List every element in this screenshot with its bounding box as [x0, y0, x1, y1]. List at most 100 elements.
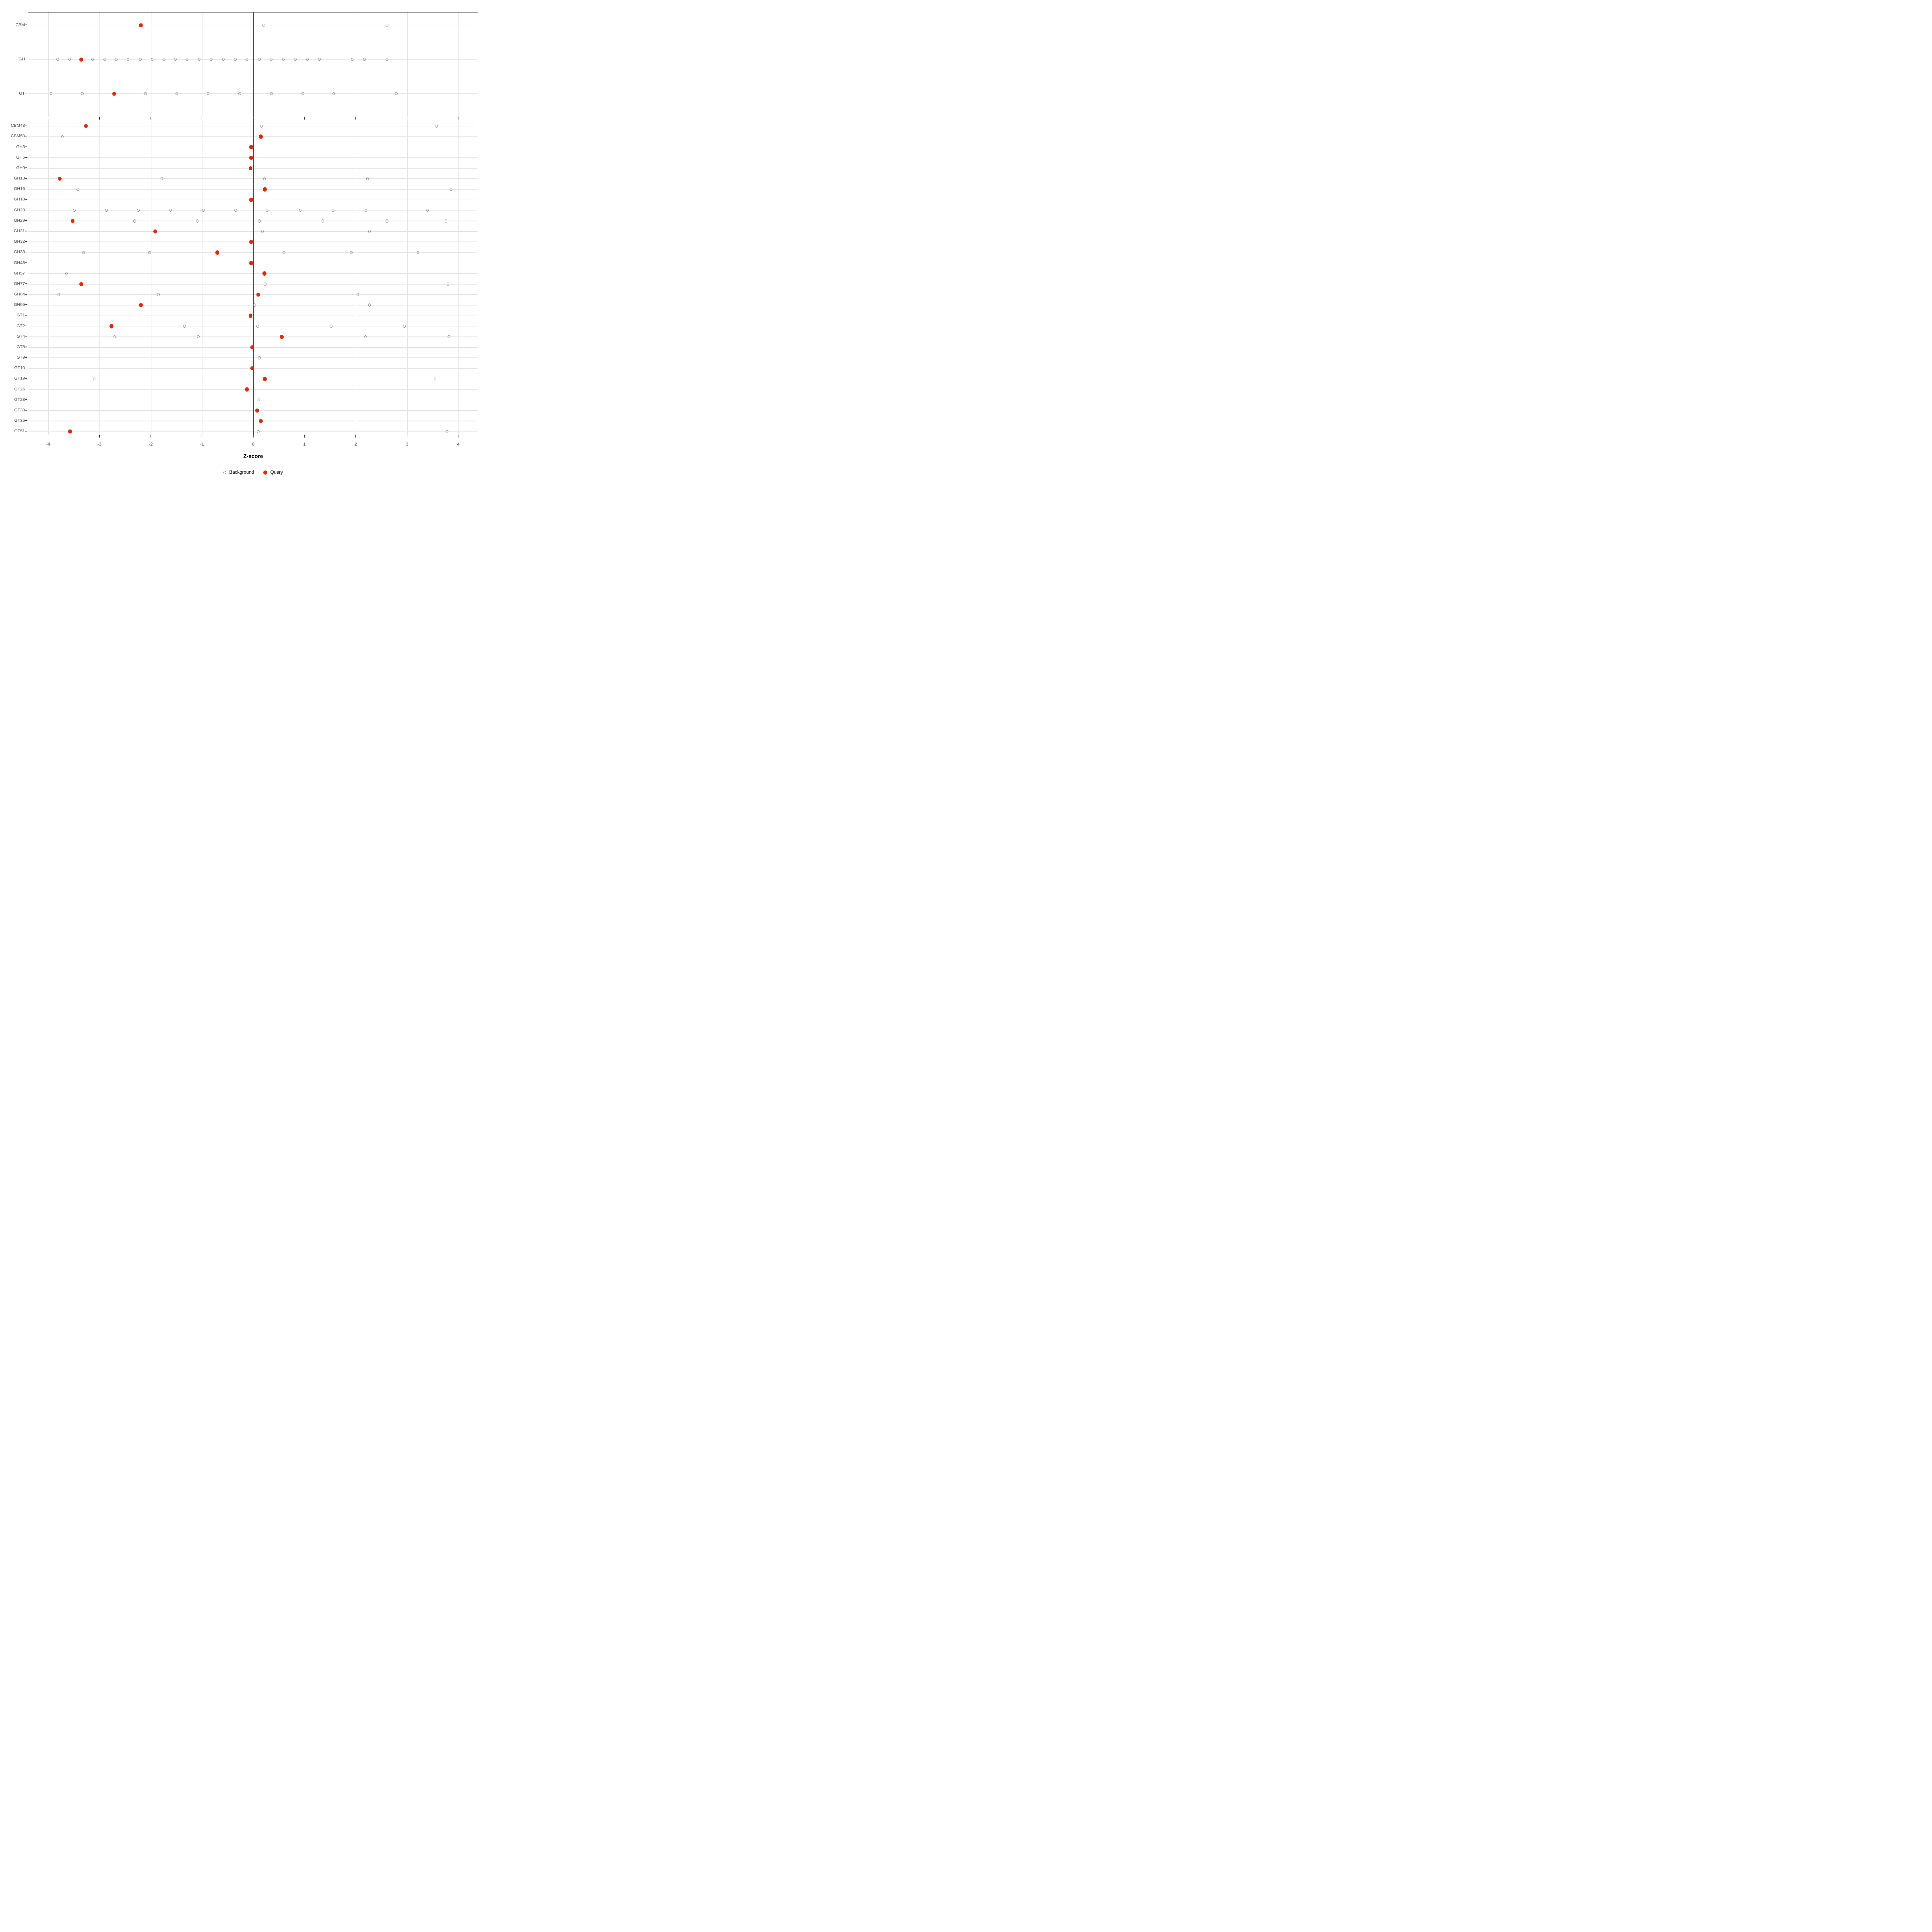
- background-point: [446, 430, 448, 433]
- category-label: CBM50: [10, 134, 25, 139]
- background-point: [257, 430, 260, 433]
- query-point: [263, 377, 267, 381]
- background-point: [330, 324, 332, 328]
- background-point: [68, 58, 71, 61]
- query-point: [250, 345, 254, 350]
- x-axis-tick: [355, 435, 356, 438]
- background-point: [433, 377, 437, 381]
- background-point: [282, 58, 285, 61]
- background-point: [144, 92, 147, 95]
- gridline-vertical: [99, 12, 100, 117]
- query-point: [249, 198, 253, 202]
- legend-label-background: Background: [229, 470, 254, 475]
- gridline-horizontal: [28, 410, 478, 411]
- background-point: [105, 208, 108, 212]
- category-label: GT1: [17, 313, 25, 318]
- legend-label-query: Query: [270, 470, 283, 475]
- x-axis-tick: [253, 435, 254, 438]
- background-point: [234, 208, 237, 212]
- background-point: [263, 283, 266, 286]
- category-label: GH57: [14, 270, 25, 276]
- background-point: [446, 283, 450, 286]
- category-label: GH31: [14, 229, 25, 233]
- query-point: [248, 314, 253, 318]
- background-point: [81, 92, 84, 95]
- gridline-vertical: [458, 119, 459, 435]
- x-tick-label: 2: [354, 442, 357, 447]
- query-point: [249, 145, 253, 149]
- background-point: [386, 219, 388, 223]
- y-axis-tick: [25, 283, 28, 284]
- query-point: [263, 187, 267, 192]
- background-point: [356, 293, 359, 296]
- x-tick-label: -1: [200, 442, 204, 447]
- query-point: [262, 271, 266, 276]
- background-point: [363, 58, 366, 61]
- x-axis-tick: [253, 117, 254, 120]
- background-point: [364, 208, 367, 212]
- background-point: [82, 251, 85, 254]
- query-point: [153, 229, 157, 234]
- category-label: GH77: [14, 281, 25, 286]
- background-point: [151, 58, 154, 61]
- category-label: GH84: [14, 292, 25, 297]
- background-point: [270, 92, 273, 95]
- background-point: [246, 58, 248, 61]
- background-point: [261, 230, 264, 233]
- y-axis-tick: [25, 167, 28, 168]
- category-label: GH9: [16, 165, 25, 170]
- x-tick-label: -2: [149, 442, 153, 447]
- plot-panel-families: [27, 118, 479, 435]
- gridline-horizontal: [28, 210, 478, 211]
- zero-line: [253, 119, 254, 435]
- background-point: [258, 219, 261, 223]
- query-point: [79, 57, 83, 62]
- y-axis-tick: [25, 241, 28, 242]
- background-point: [258, 58, 261, 61]
- background-point: [270, 58, 272, 61]
- background-point: [162, 58, 165, 61]
- category-label: GT30: [14, 407, 25, 413]
- background-point: [258, 356, 261, 359]
- category-label: GT4: [17, 334, 25, 339]
- query-point: [79, 282, 83, 287]
- category-label: GH13: [14, 176, 25, 181]
- background-point: [222, 58, 225, 61]
- background-point: [173, 58, 177, 61]
- background-point: [50, 92, 53, 95]
- background-point: [113, 335, 116, 339]
- y-axis-tick: [25, 378, 28, 379]
- background-point: [210, 58, 213, 61]
- x-axis-tick: [304, 117, 305, 120]
- background-point: [332, 208, 334, 212]
- query-point: [248, 166, 253, 171]
- background-point: [206, 92, 210, 95]
- query-point: [68, 429, 72, 434]
- background-point: [133, 219, 136, 223]
- background-point: [65, 272, 68, 275]
- category-label: GH5: [16, 155, 25, 160]
- background-point: [444, 219, 448, 223]
- background-point: [76, 188, 79, 191]
- category-label: GH32: [14, 239, 25, 244]
- query-point: [70, 219, 75, 223]
- query-point: [84, 124, 88, 128]
- background-point: [386, 24, 388, 27]
- background-point: [186, 58, 188, 61]
- query-point: [215, 250, 219, 255]
- background-point: [448, 335, 450, 339]
- query-point: [139, 303, 143, 308]
- background-point: [257, 398, 260, 402]
- gridline-horizontal: [28, 93, 478, 94]
- background-point: [253, 303, 256, 307]
- x-tick-label: 0: [252, 442, 255, 447]
- x-axis-title: Z-score: [243, 453, 263, 459]
- gridline-vertical: [458, 12, 459, 117]
- gridline-horizontal: [28, 252, 478, 253]
- query-point: [259, 419, 263, 423]
- query-point: [256, 292, 260, 297]
- x-tick-label: 3: [406, 442, 409, 447]
- gridline-horizontal: [28, 59, 478, 60]
- gridline-vertical: [48, 119, 49, 435]
- x-tick-label: -3: [97, 442, 101, 447]
